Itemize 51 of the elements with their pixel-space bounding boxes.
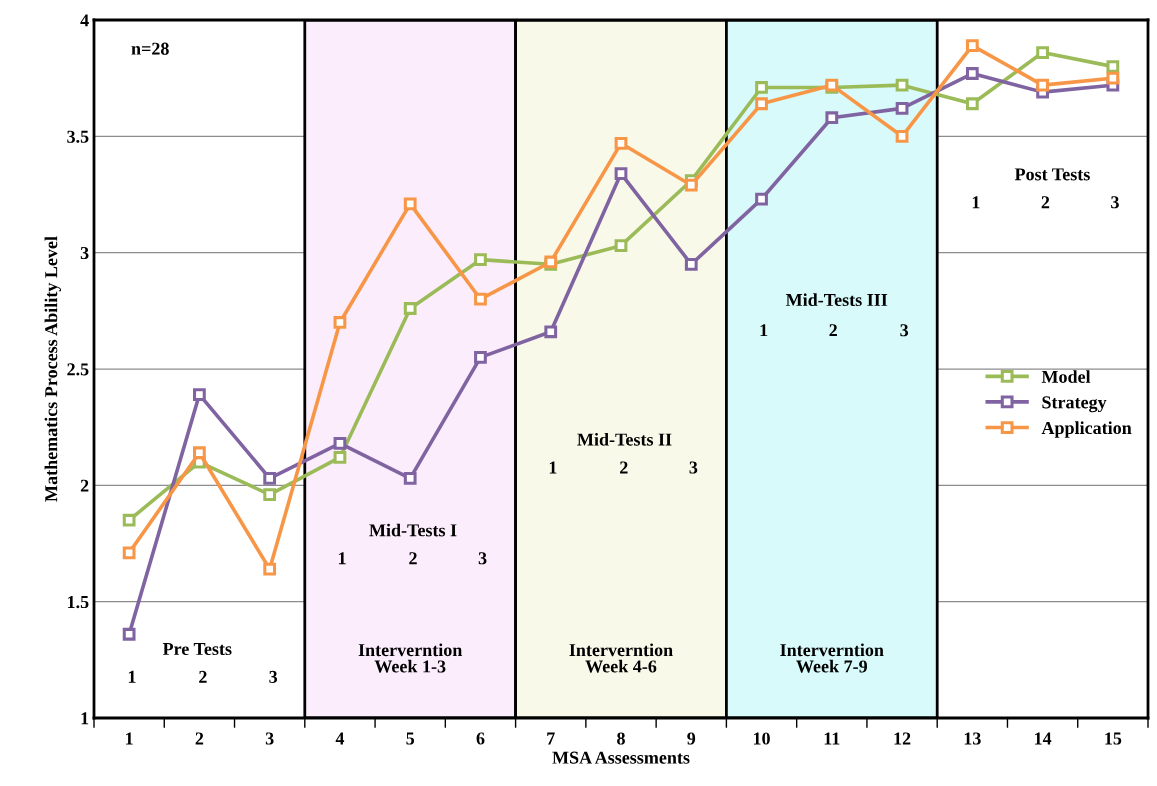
x-tick-label: 12 — [894, 732, 911, 745]
x-tick-label: 4 — [335, 732, 345, 745]
y-tick-label: 2.5 — [67, 363, 89, 376]
x-tick-label: 6 — [476, 732, 485, 745]
x-tick-label: 3 — [265, 732, 274, 745]
annotation: Mid-Tests II — [577, 432, 672, 446]
y-tick-label: 1 — [81, 712, 89, 725]
annotation: 2 — [1041, 196, 1050, 209]
x-tick-label: 1 — [126, 732, 133, 745]
x-tick-label: 15 — [1105, 732, 1122, 745]
x-tick-label: 5 — [406, 732, 415, 745]
annotation: Post Tests — [1014, 168, 1090, 181]
y-tick-label: 3 — [80, 246, 89, 260]
y-tick-label: 4 — [80, 14, 89, 27]
y-tick-label: 3.5 — [67, 130, 89, 143]
annotation: 3 — [478, 552, 487, 565]
legend-label: Strategy — [1042, 396, 1107, 413]
x-tick-label: 8 — [617, 732, 625, 745]
annotation: 2 — [829, 324, 837, 337]
x-axis-title: MSA Assessments — [552, 751, 690, 764]
x-tick-label: 10 — [753, 732, 770, 745]
annotation: 3 — [900, 324, 909, 337]
annotation: 1 — [338, 552, 346, 565]
annotation: 2 — [199, 670, 207, 683]
annotation: 3 — [269, 670, 278, 683]
band-label: Interverntion Week 7-9 — [780, 643, 884, 673]
legend-label: Model — [1041, 370, 1091, 383]
x-tick-label: 2 — [195, 732, 204, 745]
annotation: 2 — [620, 461, 628, 474]
x-tick-label: 7 — [547, 732, 555, 745]
annotation: Pre Tests — [162, 643, 232, 656]
annotation: 1 — [549, 461, 557, 474]
x-tick-label: 11 — [824, 732, 840, 745]
legend-label: Application — [1041, 421, 1132, 438]
annotation: 3 — [1111, 196, 1119, 209]
annotation: 1 — [128, 670, 136, 683]
annotation: 3 — [689, 461, 698, 474]
annotation: Mid-Tests I — [369, 523, 457, 537]
annotation: 1 — [760, 324, 768, 337]
band-label: Interverntion Week 1-3 — [358, 643, 463, 673]
x-tick-label: 9 — [687, 732, 696, 745]
x-tick-label: 13 — [964, 732, 981, 745]
y-tick-label: 1.5 — [68, 596, 89, 609]
band-label: Interverntion Week 4-6 — [569, 643, 673, 673]
annotation: 1 — [972, 196, 980, 209]
y-tick-label: 2 — [80, 479, 89, 492]
annotation: n=28 — [131, 42, 169, 55]
x-tick-label: 14 — [1035, 732, 1052, 745]
annotation: 2 — [409, 552, 417, 565]
y-axis-title: Mathematics Process Ability Level — [44, 236, 62, 502]
annotation: Mid-Tests III — [785, 293, 888, 307]
